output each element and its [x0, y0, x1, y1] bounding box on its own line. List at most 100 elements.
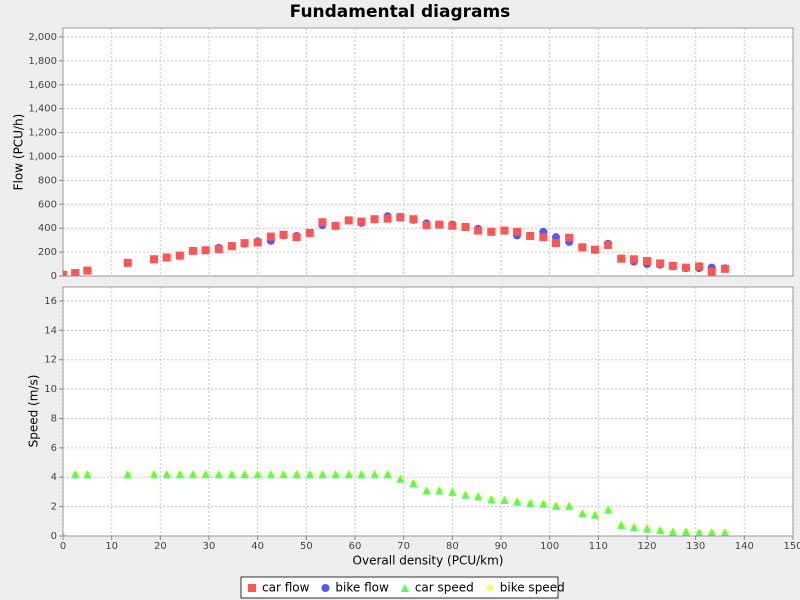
y-tick-label: 0	[51, 271, 57, 282]
x-tick-label: 40	[251, 541, 264, 552]
x-tick-label: 70	[397, 541, 410, 552]
marker	[526, 498, 535, 507]
marker	[578, 509, 587, 518]
marker	[396, 474, 405, 483]
marker	[318, 218, 327, 227]
marker	[590, 510, 599, 519]
marker	[604, 505, 613, 514]
legend-label: bike speed	[500, 581, 565, 595]
x-axis-label: Overall density (PCU/km)	[353, 554, 504, 568]
marker	[513, 497, 522, 506]
marker	[279, 470, 288, 479]
marker	[305, 470, 314, 479]
marker	[150, 470, 159, 479]
marker	[162, 470, 171, 479]
marker	[175, 470, 184, 479]
series-layer	[63, 470, 729, 536]
marker	[656, 526, 665, 535]
marker	[83, 470, 92, 479]
y-tick-label: 400	[38, 223, 57, 234]
marker	[448, 487, 457, 496]
y-tick-label: 1,200	[28, 128, 57, 139]
legend-swatch	[321, 584, 330, 592]
y-tick-label: 14	[44, 325, 57, 336]
marker	[71, 470, 80, 479]
y-tick-label: 1,800	[28, 56, 57, 67]
marker	[565, 501, 574, 510]
marker	[422, 221, 431, 230]
marker	[344, 470, 353, 479]
marker	[409, 215, 418, 224]
marker	[227, 242, 236, 251]
marker	[240, 239, 249, 248]
marker	[63, 532, 65, 536]
marker	[123, 258, 132, 267]
marker	[253, 238, 262, 247]
marker	[409, 479, 418, 488]
legend-swatch	[485, 584, 494, 592]
marker	[487, 227, 496, 236]
marker	[656, 259, 665, 268]
marker	[578, 243, 587, 252]
marker	[63, 270, 67, 276]
x-tick-label: 120	[637, 541, 656, 552]
legend-label: car flow	[262, 581, 310, 595]
marker	[617, 520, 626, 529]
x-tick-label: 140	[735, 541, 754, 552]
marker	[253, 470, 262, 479]
marker	[331, 221, 340, 230]
marker	[629, 523, 638, 532]
marker	[487, 495, 496, 504]
marker	[435, 486, 444, 495]
marker	[396, 213, 405, 222]
y-tick-label: 200	[38, 247, 57, 258]
marker	[175, 251, 184, 260]
marker	[266, 232, 275, 241]
marker	[188, 470, 197, 479]
legend-swatch	[248, 584, 256, 592]
y-axis-label: Speed (m/s)	[27, 375, 41, 448]
marker	[357, 470, 366, 479]
marker	[629, 255, 638, 264]
marker	[617, 254, 626, 263]
marker	[551, 501, 560, 510]
marker	[720, 264, 729, 273]
marker	[331, 470, 340, 479]
marker	[305, 228, 314, 237]
x-tick-label: 50	[300, 541, 313, 552]
x-tick-label: 130	[686, 541, 705, 552]
marker	[292, 470, 301, 479]
marker	[83, 266, 92, 275]
marker	[201, 470, 210, 479]
marker	[71, 269, 80, 276]
marker	[279, 230, 288, 239]
x-tick-label: 10	[105, 541, 118, 552]
marker	[422, 486, 431, 495]
marker	[188, 246, 197, 255]
y-tick-label: 2,000	[28, 32, 57, 43]
marker	[240, 470, 249, 479]
x-tick-label: 150	[783, 541, 800, 552]
plot-area	[63, 28, 793, 276]
marker	[643, 524, 651, 533]
marker	[292, 233, 301, 242]
marker	[150, 255, 159, 264]
y-tick-label: 800	[38, 175, 57, 186]
marker	[565, 233, 574, 242]
y-tick-label: 1,000	[28, 151, 57, 162]
marker	[383, 214, 392, 223]
marker	[214, 245, 223, 254]
x-tick-label: 90	[495, 541, 508, 552]
marker	[123, 470, 132, 479]
marker	[370, 215, 379, 224]
marker	[435, 220, 444, 229]
x-tick-label: 110	[589, 541, 608, 552]
y-tick-label: 1,600	[28, 80, 57, 91]
marker	[681, 263, 690, 272]
marker	[668, 261, 677, 270]
marker	[643, 257, 651, 266]
legend-swatch	[400, 584, 409, 592]
marker	[357, 217, 366, 226]
